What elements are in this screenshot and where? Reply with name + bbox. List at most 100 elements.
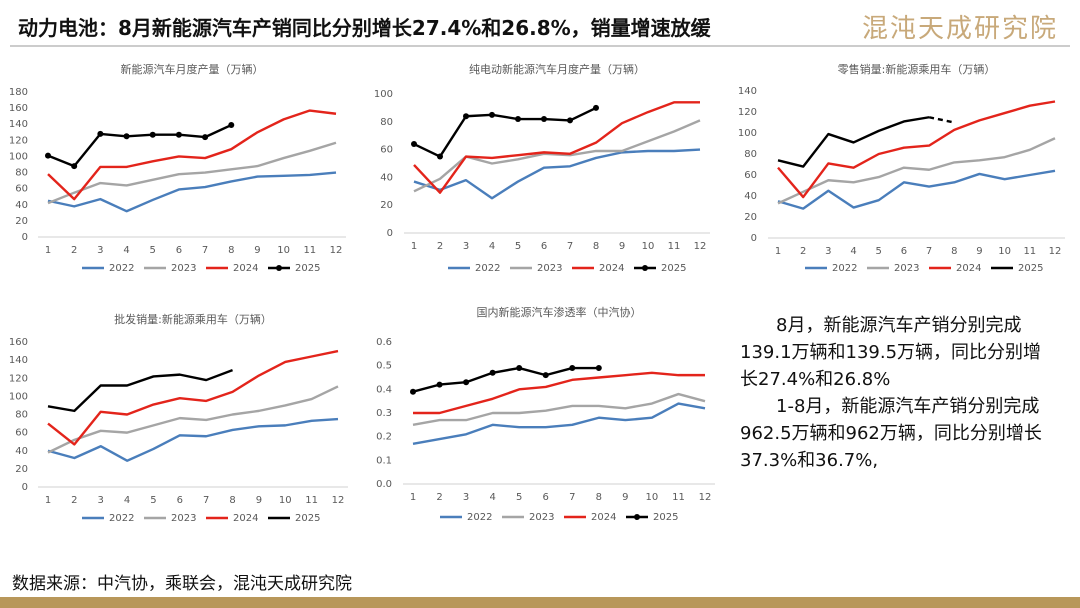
x-tick-label: 11: [303, 245, 316, 256]
legend-label: 2025: [295, 263, 320, 274]
point: [593, 104, 599, 111]
legend-label: 2025: [661, 263, 686, 274]
series-line: [47, 171, 337, 213]
x-tick-label: 1: [411, 241, 417, 252]
y-tick-label: 0.2: [376, 432, 392, 443]
point: [71, 163, 78, 170]
x-tick-label: 12: [1049, 246, 1062, 257]
x-tick-label: 1: [45, 495, 51, 506]
legend-label: 2025: [653, 512, 678, 523]
y-tick-label: 120: [738, 107, 757, 118]
point: [202, 134, 209, 141]
x-tick-label: 11: [668, 241, 681, 252]
x-tick-label: 10: [277, 245, 290, 256]
series-line: [47, 385, 339, 454]
x-tick-label: 10: [646, 492, 659, 503]
y-tick-label: 80: [744, 149, 757, 160]
x-tick-label: 9: [619, 241, 625, 252]
series-line: [47, 368, 233, 413]
x-tick-label: 4: [124, 495, 130, 506]
x-tick-label: 8: [228, 245, 234, 256]
point: [489, 369, 496, 376]
x-tick-label: 7: [569, 492, 575, 503]
series-line: [413, 101, 700, 194]
x-tick-label: 4: [489, 492, 495, 503]
chart-title: 国内新能源汽车渗透率（中汽协）: [477, 305, 642, 319]
x-tick-label: 10: [642, 241, 655, 252]
legend-label: 2025: [1018, 263, 1043, 274]
legend-label: 2022: [832, 263, 857, 274]
x-tick-label: 2: [71, 495, 77, 506]
x-tick-label: 6: [541, 241, 547, 252]
point: [489, 111, 495, 118]
series-line: [47, 141, 337, 205]
x-tick-label: 7: [203, 495, 209, 506]
y-tick-label: 40: [380, 172, 393, 183]
x-tick-label: 5: [150, 495, 156, 506]
series-line: [413, 106, 597, 158]
x-tick-label: 4: [123, 245, 129, 256]
y-tick-label: 20: [380, 200, 393, 211]
y-tick-label: 0.4: [376, 384, 392, 395]
y-tick-label: 160: [9, 337, 28, 348]
x-tick-label: 6: [901, 246, 907, 257]
legend-label: 2025: [295, 513, 320, 524]
x-tick-label: 3: [97, 245, 103, 256]
x-tick-label: 3: [98, 495, 104, 506]
y-tick-label: 80: [380, 117, 393, 128]
point: [595, 365, 602, 372]
x-tick-label: 5: [150, 245, 156, 256]
point: [411, 141, 417, 148]
legend-label: 2022: [475, 263, 500, 274]
point: [516, 365, 523, 372]
x-tick-label: 7: [202, 245, 208, 256]
chart-title: 批发销量:新能源乘用车（万辆）: [114, 312, 272, 326]
y-tick-label: 0.3: [376, 408, 392, 419]
x-tick-label: 4: [850, 246, 856, 257]
x-tick-label: 3: [463, 241, 469, 252]
y-tick-label: 60: [15, 184, 28, 195]
point: [515, 116, 521, 123]
y-tick-label: 0: [751, 233, 757, 244]
point: [436, 381, 443, 388]
x-tick-label: 3: [825, 246, 831, 257]
point: [175, 131, 182, 138]
series-line: [413, 148, 701, 200]
y-tick-label: 100: [374, 89, 393, 100]
y-tick-label: 0: [22, 482, 28, 493]
slide-title: 动力电池：8月新能源汽车产销同比分别增长27.4%和26.8%，销量增速放缓: [18, 16, 711, 40]
y-tick-label: 60: [380, 145, 393, 156]
x-tick-label: 1: [410, 492, 416, 503]
note: 1-8月，新能源汽车产销分别完成962.5万辆和962万辆，同比分别增长37.3…: [740, 396, 1042, 471]
x-tick-label: 8: [951, 246, 957, 257]
x-tick-label: 8: [593, 241, 599, 252]
x-tick-label: 5: [515, 241, 521, 252]
legend-label: 2023: [171, 263, 196, 274]
x-tick-label: 2: [436, 492, 442, 503]
point: [541, 116, 547, 123]
y-tick-label: 80: [15, 168, 28, 179]
point: [567, 117, 573, 124]
legend-label: 2024: [233, 263, 258, 274]
chart-title: 新能源汽车月度产量（万辆）: [121, 62, 264, 76]
y-tick-label: 60: [744, 170, 757, 181]
y-tick-label: 160: [9, 103, 28, 114]
y-tick-label: 40: [15, 446, 28, 457]
legend-marker: [642, 265, 648, 271]
y-tick-label: 20: [15, 464, 28, 475]
legend-label: 2024: [599, 263, 624, 274]
series-line: [47, 349, 339, 446]
series-line: [412, 392, 706, 427]
legend-label: 2024: [956, 263, 981, 274]
series-line: [777, 169, 1056, 210]
legend-label: 2023: [894, 263, 919, 274]
point: [569, 365, 576, 372]
legend-label: 2024: [591, 512, 616, 523]
series-line: [777, 116, 930, 168]
series-line: [777, 137, 1056, 205]
y-tick-label: 0.5: [376, 361, 392, 372]
legend-label: 2022: [109, 263, 134, 274]
source: 数据来源：中汽协，乘联会，混沌天成研究院: [12, 574, 352, 594]
x-tick-label: 9: [256, 495, 262, 506]
y-tick-label: 20: [15, 216, 28, 227]
